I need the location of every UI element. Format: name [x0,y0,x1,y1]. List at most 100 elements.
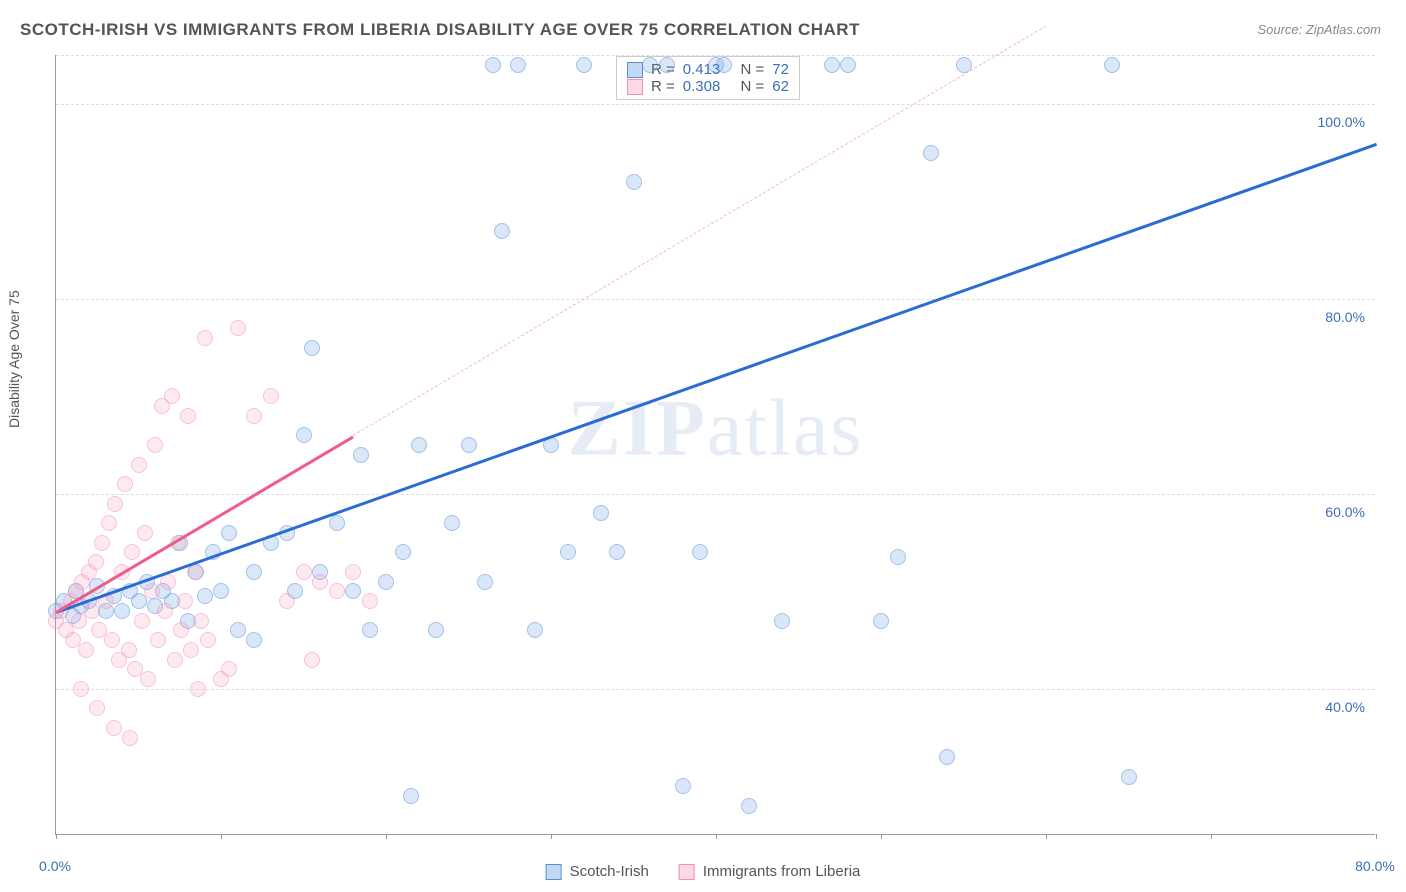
xtick-label: 80.0% [1355,858,1395,874]
data-point [167,652,183,668]
data-point [246,408,262,424]
swatch-blue-icon [627,62,643,78]
data-point [221,661,237,677]
data-point [873,613,889,629]
data-point [444,515,460,531]
data-point [527,622,543,638]
data-point [741,798,757,814]
data-point [197,330,213,346]
data-point [213,583,229,599]
data-point [190,681,206,697]
data-point [246,632,262,648]
data-point [200,632,216,648]
data-point [104,632,120,648]
data-point [246,564,262,580]
data-point [411,437,427,453]
ytick-label: 60.0% [1325,504,1365,520]
chart-title: SCOTCH-IRISH VS IMMIGRANTS FROM LIBERIA … [20,20,860,40]
regression-line [56,143,1377,613]
data-point [1121,769,1137,785]
y-axis-label: Disability Age Over 75 [6,290,22,428]
data-point [106,720,122,736]
legend-label: Scotch-Irish [570,863,649,880]
data-point [122,730,138,746]
data-point [494,223,510,239]
data-point [296,427,312,443]
data-point [939,749,955,765]
data-point [477,574,493,590]
xtick [716,834,717,839]
data-point [140,671,156,687]
r-value-2: 0.308 [683,78,721,95]
data-point [329,583,345,599]
data-point [197,588,213,604]
xtick [1211,834,1212,839]
xtick [221,834,222,839]
gridline [56,689,1375,690]
xtick [56,834,57,839]
legend-item-liberia: Immigrants from Liberia [679,863,861,880]
data-point [923,145,939,161]
data-point [94,535,110,551]
source-label: Source: ZipAtlas.com [1257,22,1381,37]
data-point [137,525,153,541]
data-point [642,57,658,73]
data-point [403,788,419,804]
swatch-pink-icon [679,864,695,880]
data-point [1104,57,1120,73]
stats-row-liberia: R = 0.308 N = 62 [627,78,789,95]
data-point [114,603,130,619]
data-point [626,174,642,190]
data-point [345,564,361,580]
data-point [659,57,675,73]
xtick [386,834,387,839]
legend-label: Immigrants from Liberia [703,863,861,880]
data-point [121,642,137,658]
data-point [576,57,592,73]
data-point [774,613,790,629]
legend-item-scotch-irish: Scotch-Irish [546,863,649,880]
data-point [117,476,133,492]
data-point [88,554,104,570]
data-point [131,457,147,473]
n-label: N = [740,78,764,95]
data-point [177,593,193,609]
data-point [675,778,691,794]
data-point [353,447,369,463]
data-point [144,583,160,599]
data-point [362,593,378,609]
data-point [824,57,840,73]
data-point [150,632,166,648]
data-point [296,564,312,580]
data-point [73,681,89,697]
gridline [56,104,1375,105]
data-point [279,593,295,609]
data-point [312,574,328,590]
data-point [78,642,94,658]
data-point [378,574,394,590]
data-point [230,622,246,638]
data-point [173,622,189,638]
data-point [395,544,411,560]
n-value-1: 72 [772,61,789,78]
data-point [461,437,477,453]
ytick-label: 40.0% [1325,699,1365,715]
data-point [107,496,123,512]
chart-plot-area: ZIPatlas R = 0.413 N = 72 R = 0.308 N = … [55,55,1375,835]
data-point [304,340,320,356]
data-point [304,652,320,668]
data-point [147,437,163,453]
data-point [160,574,176,590]
data-point [345,583,361,599]
data-point [164,388,180,404]
data-point [362,622,378,638]
data-point [193,613,209,629]
ytick-label: 100.0% [1318,114,1365,130]
data-point [124,544,140,560]
data-point [230,320,246,336]
data-point [221,525,237,541]
data-point [134,613,150,629]
ytick-label: 80.0% [1325,309,1365,325]
data-point [101,515,117,531]
data-point [157,603,173,619]
